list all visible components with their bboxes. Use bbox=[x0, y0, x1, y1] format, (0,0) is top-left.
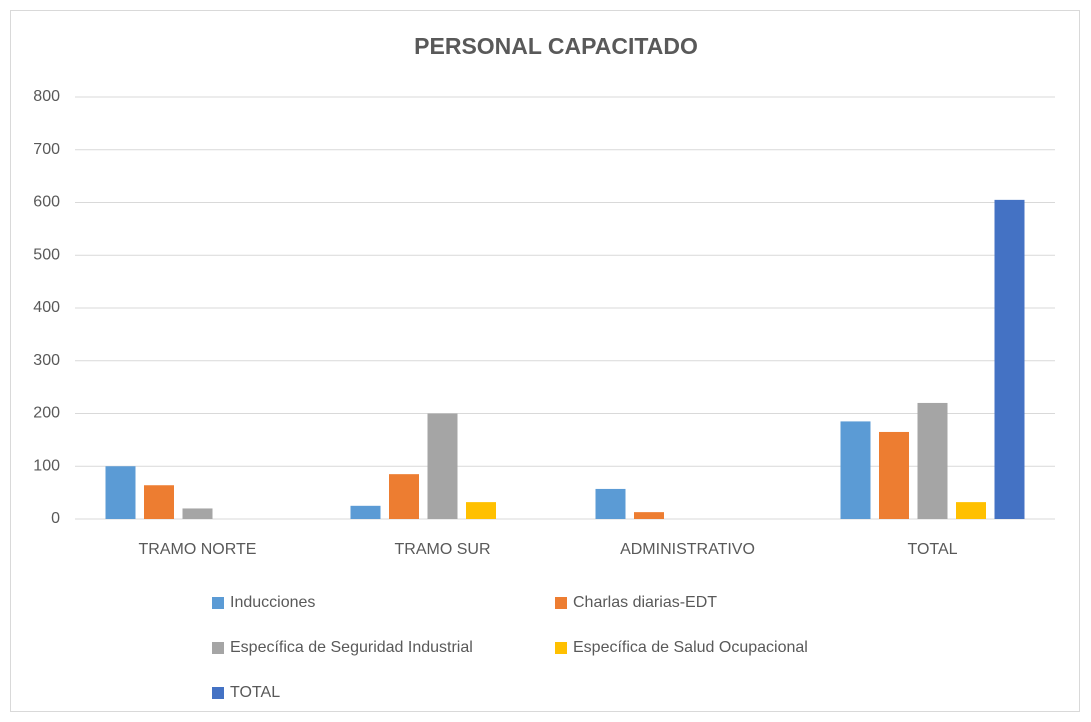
legend-label: Específica de Salud Ocupacional bbox=[573, 639, 808, 656]
y-tick-label: 200 bbox=[33, 405, 60, 422]
bar bbox=[182, 508, 213, 519]
y-tick-label: 500 bbox=[33, 246, 60, 263]
bar bbox=[634, 512, 664, 519]
legend-swatch bbox=[555, 642, 567, 654]
bar bbox=[879, 431, 909, 519]
legend-swatch bbox=[555, 597, 567, 609]
y-tick-label: 600 bbox=[33, 194, 60, 211]
x-tick-label: TRAMO NORTE bbox=[139, 541, 257, 558]
legend-label: Inducciones bbox=[230, 594, 315, 611]
y-tick-label: 400 bbox=[33, 299, 60, 316]
bar bbox=[144, 485, 174, 519]
bar bbox=[917, 402, 948, 519]
bar bbox=[350, 505, 381, 519]
legend-label: Charlas diarias-EDT bbox=[573, 594, 717, 611]
bar bbox=[595, 488, 626, 519]
bar bbox=[840, 421, 871, 519]
legend-label: Específica de Seguridad Industrial bbox=[230, 639, 473, 656]
x-tick-label: TOTAL bbox=[907, 541, 957, 558]
bar bbox=[466, 502, 496, 519]
x-tick-label: ADMINISTRATIVO bbox=[620, 541, 755, 558]
y-tick-label: 100 bbox=[33, 457, 60, 474]
y-tick-label: 300 bbox=[33, 352, 60, 369]
bar bbox=[105, 466, 136, 519]
bar bbox=[994, 199, 1025, 520]
bar bbox=[389, 474, 419, 519]
legend-swatch bbox=[212, 687, 224, 699]
legend-swatch bbox=[212, 642, 224, 654]
bar bbox=[956, 502, 986, 519]
bar bbox=[427, 413, 458, 519]
y-tick-label: 800 bbox=[33, 88, 60, 105]
legend-swatch bbox=[212, 597, 224, 609]
y-tick-label: 700 bbox=[33, 141, 60, 158]
y-tick-label: 0 bbox=[51, 510, 60, 527]
chart-title: PERSONAL CAPACITADO bbox=[414, 33, 698, 59]
legend-label: TOTAL bbox=[230, 684, 280, 701]
x-tick-label: TRAMO SUR bbox=[395, 541, 491, 558]
